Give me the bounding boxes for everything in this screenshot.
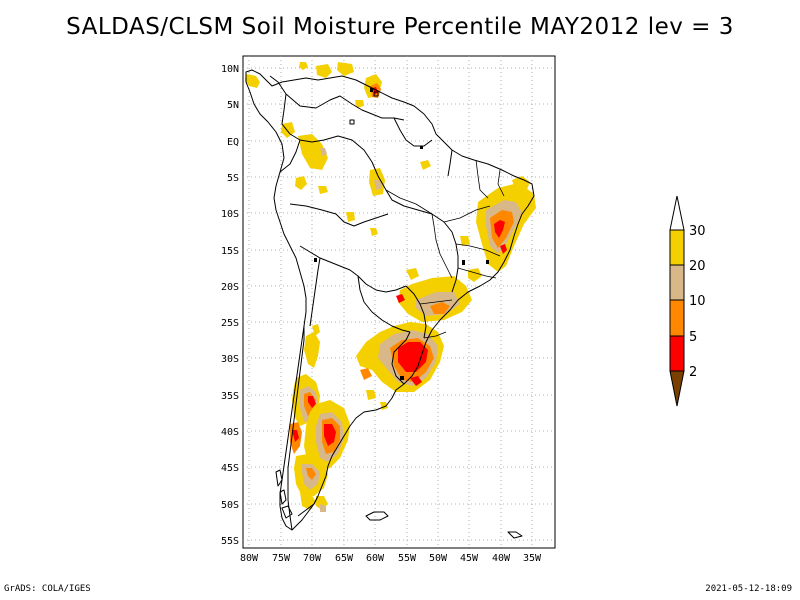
lat-label: 10N xyxy=(221,64,239,75)
lon-label: 70W xyxy=(303,553,322,564)
lon-label: 40W xyxy=(492,553,511,564)
lon-label: 60W xyxy=(366,553,385,564)
map-title: SALDAS/CLSM Soil Moisture Percentile MAY… xyxy=(66,14,734,40)
lat-label: 15S xyxy=(221,246,239,257)
legend-label: 10 xyxy=(689,294,706,309)
lon-label: 35W xyxy=(523,553,542,564)
legend-label: 2 xyxy=(689,365,697,380)
color-bar-segment-20-30 xyxy=(669,229,685,266)
water-specks xyxy=(314,88,489,380)
color-bar-bottom-triangle xyxy=(669,370,685,407)
lat-label: EQ xyxy=(227,137,239,148)
lat-label: 45S xyxy=(221,463,239,474)
lat-label: 5N xyxy=(227,100,239,111)
color-bar-labels: 30 20 10 5 2 xyxy=(689,224,706,380)
color-bar xyxy=(669,195,685,407)
lat-label: 50S xyxy=(221,500,239,511)
lon-label: 55W xyxy=(398,553,417,564)
lon-label: 75W xyxy=(272,553,291,564)
latitude-labels: 10N 5N EQ 5S 10S 15S 20S 25S 30S 35S 40S… xyxy=(221,64,239,547)
lon-label: 50W xyxy=(429,553,448,564)
coastline-borders xyxy=(245,69,535,539)
legend-label: 20 xyxy=(689,259,706,274)
longitude-labels: 80W 75W 70W 65W 60W 55W 50W 45W 40W 35W xyxy=(240,553,542,564)
lon-label: 80W xyxy=(240,553,259,564)
lat-label: 35S xyxy=(221,391,239,402)
lat-label: 25S xyxy=(221,318,239,329)
lat-label: 10S xyxy=(221,209,239,220)
color-bar-segment-2-5 xyxy=(669,335,685,372)
lon-label: 45W xyxy=(460,553,479,564)
lon-label: 65W xyxy=(335,553,354,564)
legend-label: 30 xyxy=(689,224,706,239)
color-bar-top-triangle xyxy=(669,195,685,231)
lat-label: 5S xyxy=(227,173,239,184)
color-bar-segment-5-10 xyxy=(669,299,685,337)
color-bar-segment-10-20 xyxy=(669,264,685,301)
footer-timestamp: 2021-05-12-18:09 xyxy=(705,584,792,594)
legend-label: 5 xyxy=(689,330,697,345)
footer-credit: GrADS: COLA/IGES xyxy=(4,584,91,594)
lat-label: 55S xyxy=(221,536,239,547)
lat-label: 40S xyxy=(221,427,239,438)
lat-label: 30S xyxy=(221,354,239,365)
lat-label: 20S xyxy=(221,282,239,293)
soil-moisture-shading xyxy=(245,62,536,512)
